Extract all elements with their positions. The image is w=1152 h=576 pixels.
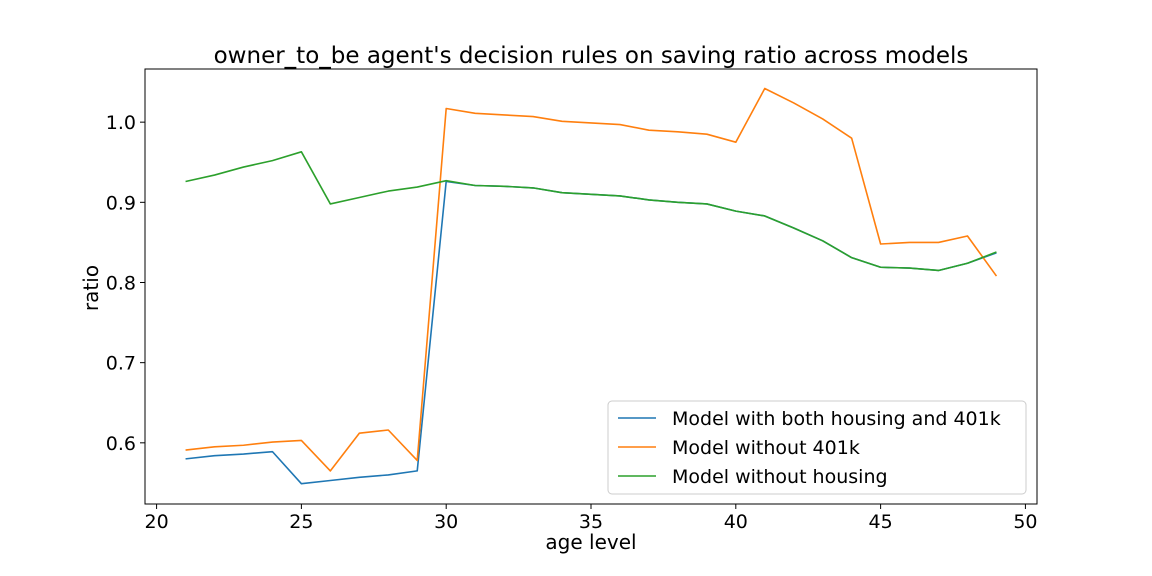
x-axis-label: age level: [545, 530, 636, 554]
series-line-2: [185, 87, 998, 472]
y-tick-label: 0.8: [106, 272, 136, 294]
legend-box: [607, 400, 1027, 495]
x-tick-label: 50: [1013, 511, 1037, 533]
chart-title: owner_to_be agent's decision rules on sa…: [214, 43, 969, 69]
y-tick-label: 1.0: [106, 112, 136, 134]
y-axis-label: ratio: [79, 265, 103, 311]
legend-label-2: Model without 401k: [672, 437, 860, 459]
x-tick-label: 25: [289, 511, 313, 533]
x-tick-label: 40: [724, 511, 748, 533]
x-tick-label: 45: [869, 511, 893, 533]
y-tick-label: 0.7: [106, 353, 136, 375]
x-tick-label: 20: [144, 511, 168, 533]
y-tick-label: 0.6: [106, 433, 136, 455]
series-line-3: [185, 151, 997, 272]
plot-area: 20 25 30 35 40 45 50 0.6 0.7 0.8 0.9 1.0: [106, 68, 1038, 533]
legend-label-3: Model without housing: [672, 466, 888, 488]
x-tick-label: 35: [579, 511, 603, 533]
legend: Model with both housing and 401k Model wi…: [607, 400, 1027, 495]
y-tick-label: 0.9: [106, 192, 136, 214]
x-tick-label: 30: [434, 511, 458, 533]
legend-label-1: Model with both housing and 401k: [672, 408, 1001, 430]
